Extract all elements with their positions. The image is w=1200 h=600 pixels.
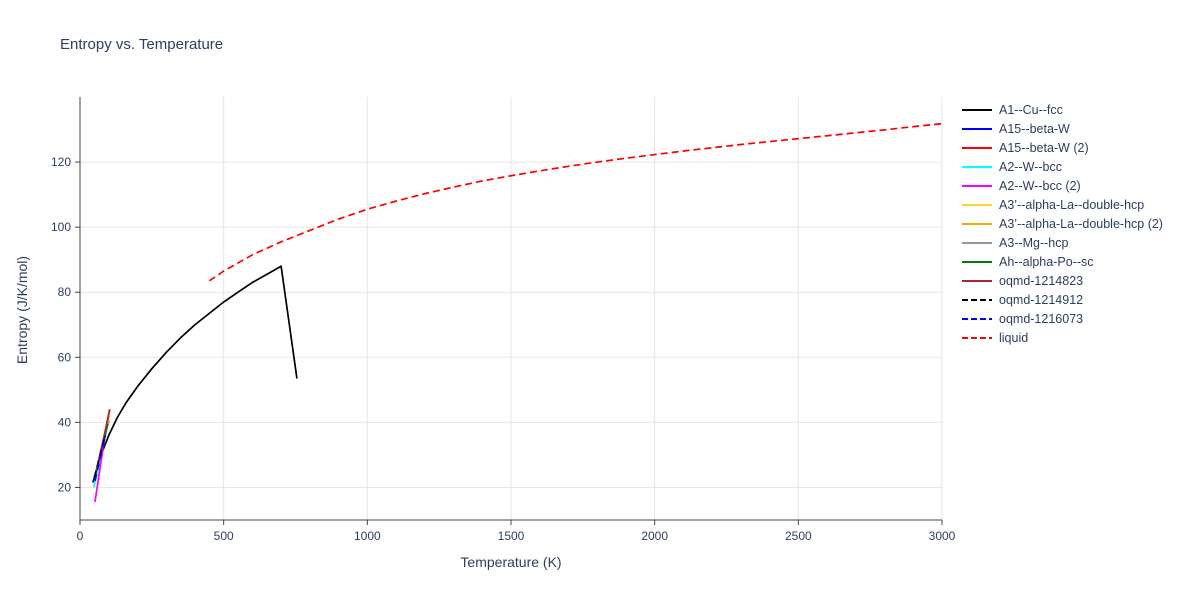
y-tick-label: 80 xyxy=(58,285,72,299)
legend-item-oqmd-1216073[interactable]: oqmd-1216073 xyxy=(962,309,1163,328)
legend-item-A3--Mg--hcp[interactable]: A3--Mg--hcp xyxy=(962,233,1163,252)
series-line-liquid xyxy=(208,122,943,282)
legend-label: oqmd-1214912 xyxy=(999,292,1084,307)
y-tick-label: 20 xyxy=(58,480,72,494)
legend-line-sample xyxy=(962,260,992,263)
legend-label: A3’--alpha-La--double-hcp xyxy=(999,197,1145,212)
legend-label: liquid xyxy=(999,330,1029,345)
legend-line-sample xyxy=(962,165,992,168)
legend-label: Ah--alpha-Po--sc xyxy=(999,254,1094,269)
legend-item-A2--W--bcc[interactable]: A2--W--bcc xyxy=(962,157,1163,176)
legend-label: A15--beta-W xyxy=(999,121,1070,136)
x-tick-label: 3000 xyxy=(929,529,956,543)
legend-item-A1--Cu--fcc[interactable]: A1--Cu--fcc xyxy=(962,100,1163,119)
legend-label: oqmd-1214823 xyxy=(999,273,1084,288)
x-tick-label: 2500 xyxy=(785,529,812,543)
legend-label: A1--Cu--fcc xyxy=(999,102,1063,117)
legend-item-Ah--alpha-Po--sc[interactable]: Ah--alpha-Po--sc xyxy=(962,252,1163,271)
y-tick-label: 40 xyxy=(58,415,72,429)
legend-item-oqmd-1214912[interactable]: oqmd-1214912 xyxy=(962,290,1163,309)
legend-line-sample xyxy=(962,336,992,339)
legend-line-sample xyxy=(962,317,992,320)
legend-item-liquid[interactable]: liquid xyxy=(962,328,1163,347)
legend-item-oqmd-1214823[interactable]: oqmd-1214823 xyxy=(962,271,1163,290)
legend-line-sample xyxy=(962,108,992,111)
legend-line-sample xyxy=(962,203,992,206)
legend-label: A2--W--bcc xyxy=(999,159,1062,174)
legend-line-sample xyxy=(962,222,992,225)
legend-item-A3’--alpha-La--double-hcp (2)[interactable]: A3’--alpha-La--double-hcp (2) xyxy=(962,214,1163,233)
legend-item-A15--beta-W (2)[interactable]: A15--beta-W (2) xyxy=(962,138,1163,157)
legend-line-sample xyxy=(962,127,992,130)
x-tick-label: 500 xyxy=(214,529,234,543)
x-tick-label: 2000 xyxy=(641,529,668,543)
y-tick-label: 100 xyxy=(51,220,71,234)
legend-item-A15--beta-W[interactable]: A15--beta-W xyxy=(962,119,1163,138)
legend-line-sample xyxy=(962,146,992,149)
legend-item-A2--W--bcc (2)[interactable]: A2--W--bcc (2) xyxy=(962,176,1163,195)
legend-line-sample xyxy=(962,279,992,282)
legend-line-sample xyxy=(962,241,992,244)
y-axis-title: Entropy (J/K/mol) xyxy=(14,255,30,365)
x-tick-label: 1000 xyxy=(354,529,381,543)
legend-label: A3’--alpha-La--double-hcp (2) xyxy=(999,216,1163,231)
y-tick-label: 60 xyxy=(58,350,72,364)
series-line-oqmd-1216073 xyxy=(94,435,107,482)
chart-legend: A1--Cu--fcc A15--beta-W A15--beta-W (2) A2-… xyxy=(962,100,1163,347)
y-tick-label: 120 xyxy=(51,155,71,169)
legend-item-A3’--alpha-La--double-hcp[interactable]: A3’--alpha-La--double-hcp xyxy=(962,195,1163,214)
x-axis-title: Temperature (K) xyxy=(460,554,562,570)
legend-label: A15--beta-W (2) xyxy=(999,140,1089,155)
x-tick-label: 1500 xyxy=(498,529,525,543)
chart-title: Entropy vs. Temperature xyxy=(60,36,224,53)
legend-label: A2--W--bcc (2) xyxy=(999,178,1081,193)
legend-label: A3--Mg--hcp xyxy=(999,235,1069,250)
legend-line-sample xyxy=(962,298,992,301)
legend-line-sample xyxy=(962,184,992,187)
legend-label: oqmd-1216073 xyxy=(999,311,1084,326)
series-line-A1--Cu--fcc xyxy=(92,265,298,483)
x-tick-label: 0 xyxy=(77,529,84,543)
